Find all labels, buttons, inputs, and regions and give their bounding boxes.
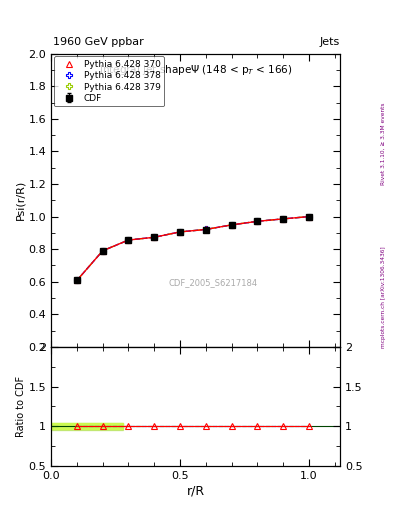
Pythia 6.428 378 (204, 226, 208, 232)
Line: Pythia 6.428 370: Pythia 6.428 370 (74, 214, 312, 284)
Pythia 6.428 370 (152, 234, 156, 240)
Pythia 6.428 370 (281, 216, 286, 222)
Line: Pythia 6.428 379: Pythia 6.428 379 (74, 214, 312, 283)
X-axis label: r/R: r/R (186, 485, 205, 498)
Pythia 6.428 370 (178, 229, 182, 235)
Text: CDF_2005_S6217184: CDF_2005_S6217184 (168, 278, 257, 287)
Legend: Pythia 6.428 370, Pythia 6.428 378, Pythia 6.428 379, CDF: Pythia 6.428 370, Pythia 6.428 378, Pyth… (54, 56, 164, 106)
Pythia 6.428 370 (100, 248, 105, 254)
Line: Pythia 6.428 378: Pythia 6.428 378 (74, 214, 312, 283)
Pythia 6.428 378 (126, 237, 131, 243)
Pythia 6.428 378 (152, 234, 156, 240)
Text: Integral jet shapeΨ (148 < p$_T$ < 166): Integral jet shapeΨ (148 < p$_T$ < 166) (99, 62, 292, 77)
Pythia 6.428 378 (229, 222, 234, 228)
Pythia 6.428 379 (152, 234, 156, 240)
Bar (51, 423, 123, 430)
Pythia 6.428 379 (126, 237, 131, 243)
Pythia 6.428 379 (255, 218, 260, 224)
Pythia 6.428 378 (178, 229, 182, 235)
Pythia 6.428 370 (75, 278, 79, 284)
Bar (51, 423, 123, 429)
Pythia 6.428 378 (75, 278, 79, 284)
Pythia 6.428 370 (255, 218, 260, 224)
Pythia 6.428 378 (255, 218, 260, 224)
Pythia 6.428 378 (100, 248, 105, 254)
Pythia 6.428 379 (75, 278, 79, 284)
Y-axis label: Psi(r/R): Psi(r/R) (16, 180, 26, 221)
Text: mcplots.cern.ch [arXiv:1306.3436]: mcplots.cern.ch [arXiv:1306.3436] (381, 246, 386, 348)
Pythia 6.428 378 (281, 216, 286, 222)
Pythia 6.428 379 (100, 248, 105, 254)
Pythia 6.428 379 (307, 214, 311, 220)
Pythia 6.428 370 (204, 226, 208, 232)
Text: Rivet 3.1.10, ≥ 3.3M events: Rivet 3.1.10, ≥ 3.3M events (381, 102, 386, 185)
Y-axis label: Ratio to CDF: Ratio to CDF (16, 376, 26, 437)
Pythia 6.428 379 (281, 216, 286, 222)
Pythia 6.428 370 (229, 222, 234, 228)
Pythia 6.428 370 (307, 214, 311, 220)
Pythia 6.428 379 (178, 229, 182, 235)
Pythia 6.428 379 (204, 226, 208, 232)
Pythia 6.428 378 (307, 214, 311, 220)
Text: Jets: Jets (320, 37, 340, 47)
Text: 1960 GeV ppbar: 1960 GeV ppbar (53, 37, 144, 47)
Pythia 6.428 370 (126, 237, 131, 243)
Pythia 6.428 379 (229, 222, 234, 228)
